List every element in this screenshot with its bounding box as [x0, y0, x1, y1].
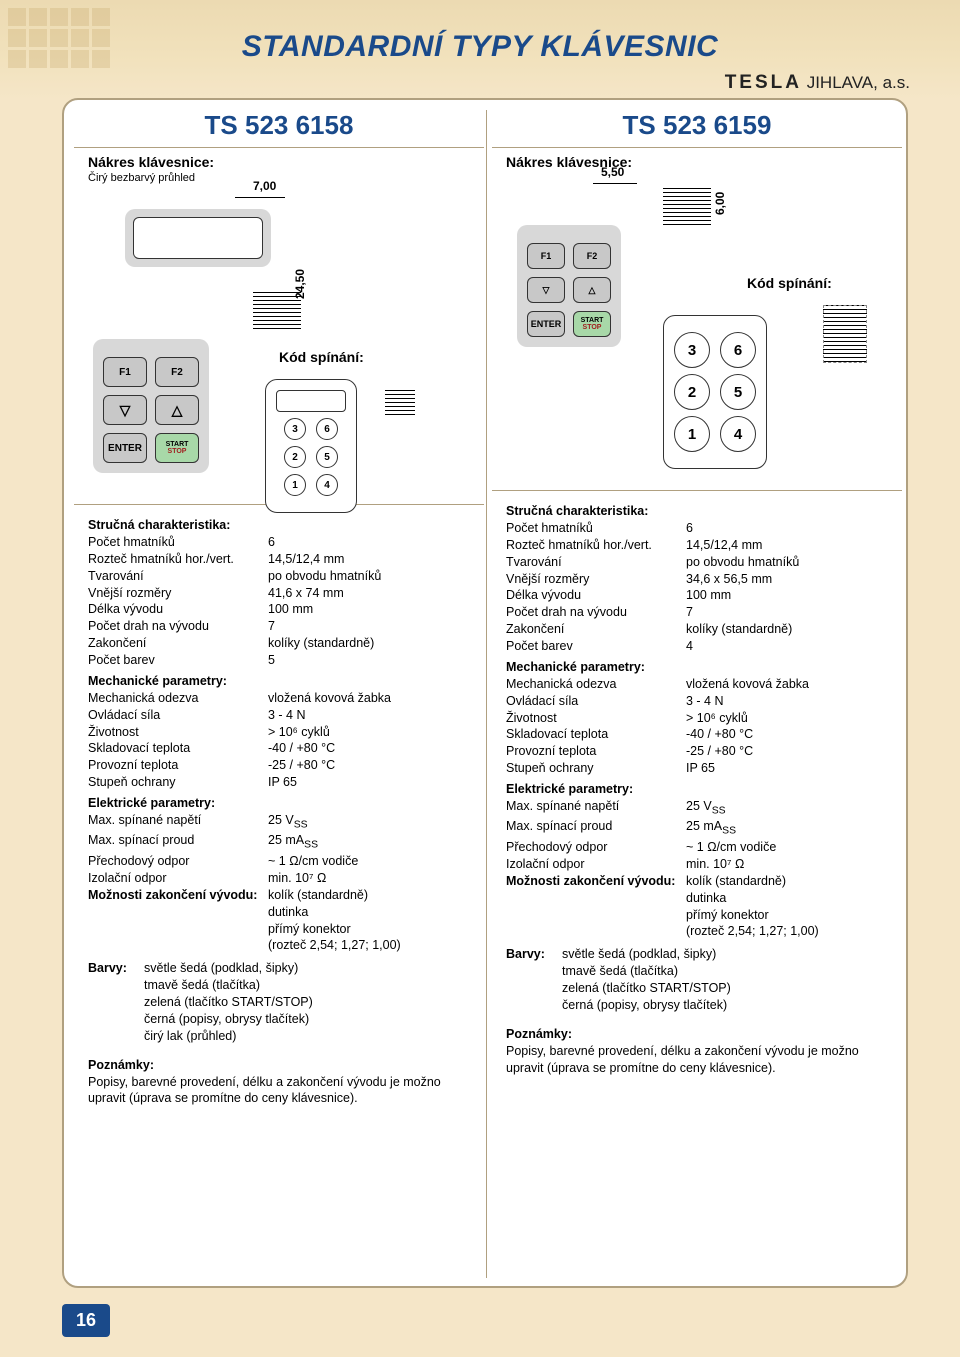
- brand-line: TESLA JIHLAVA, a.s.: [0, 72, 910, 94]
- page-number: 16: [62, 1304, 110, 1337]
- main-frame: TS 523 6158 Nákres klávesnice: Čirý bezb…: [62, 98, 908, 1288]
- btn-startstop-r: START STOP: [573, 311, 611, 337]
- btn-f2-r: F2: [573, 243, 611, 269]
- code-lcd: [276, 390, 346, 412]
- btn-f2: F2: [155, 357, 199, 387]
- code-panel-left: 36 25 14: [265, 379, 357, 513]
- hr-right-2: [492, 490, 902, 491]
- dim-width-right: 5,50: [593, 179, 637, 189]
- btn-up-r: △: [573, 277, 611, 303]
- hr-right-1: [492, 147, 902, 148]
- code-btn-2-r: 2: [674, 374, 710, 410]
- hatch-left-2: [385, 389, 415, 415]
- code-btn-2: 2: [284, 446, 306, 468]
- brand-name: TESLA: [725, 72, 802, 93]
- model-title-right: TS 523 6159: [492, 110, 902, 141]
- hatch-left-1: [253, 289, 301, 329]
- code-btn-4: 4: [316, 474, 338, 496]
- btn-down-arrow: ▽: [103, 395, 147, 425]
- btn-f1-r: F1: [527, 243, 565, 269]
- brand-suffix: JIHLAVA, a.s.: [807, 73, 910, 92]
- diagram-right: 5,50 6,00 F1 F2 ▽ △ ENTER START STOP: [502, 174, 892, 484]
- code-btn-6: 6: [316, 418, 338, 440]
- btn-down-r: ▽: [527, 277, 565, 303]
- hr-left-1: [74, 147, 484, 148]
- nakres-label-right: Nákres klávesnice:: [506, 154, 902, 170]
- code-btn-4-r: 4: [720, 416, 756, 452]
- code-btn-1: 1: [284, 474, 306, 496]
- view-note-left: Čirý bezbarvý průhled: [88, 172, 484, 184]
- specs-left: Stručná charakteristika:Počet hmatníků6R…: [74, 511, 484, 1107]
- left-column: TS 523 6158 Nákres klávesnice: Čirý bezb…: [74, 108, 484, 1278]
- hatch-right-1: [663, 185, 711, 225]
- column-separator: [486, 110, 487, 1278]
- code-btn-3-r: 3: [674, 332, 710, 368]
- btn-enter: ENTER: [103, 433, 147, 463]
- btn-start-stop: START STOP: [155, 433, 199, 463]
- dim-width-left: 7,00: [235, 193, 285, 203]
- diagram-left: 7,00 24,50 F1 F2 ▽ △ ENTER START STOP: [84, 188, 474, 498]
- code-btn-5-r: 5: [720, 374, 756, 410]
- keypad-left: F1 F2 ▽ △ ENTER START STOP: [93, 339, 209, 473]
- btn-enter-r: ENTER: [527, 311, 565, 337]
- kod-label-left: Kód spínání:: [279, 349, 364, 365]
- hatch-right-2: [823, 305, 867, 363]
- nakres-label-left: Nákres klávesnice:: [88, 154, 484, 170]
- dim-height-right: 6,00: [713, 192, 727, 215]
- btn-f1: F1: [103, 357, 147, 387]
- model-title-left: TS 523 6158: [74, 110, 484, 141]
- code-btn-5: 5: [316, 446, 338, 468]
- keypad-right: F1 F2 ▽ △ ENTER START STOP: [517, 225, 621, 347]
- code-btn-6-r: 6: [720, 332, 756, 368]
- code-btn-3: 3: [284, 418, 306, 440]
- keypad-lcd-left: [125, 209, 271, 267]
- code-btn-1-r: 1: [674, 416, 710, 452]
- btn-up-arrow: △: [155, 395, 199, 425]
- kod-label-right: Kód spínání:: [747, 275, 832, 291]
- code-panel-right: 36 25 14: [663, 315, 767, 469]
- lcd-window: [133, 217, 263, 259]
- right-column: TS 523 6159 Nákres klávesnice: 5,50 6,00…: [492, 108, 902, 1278]
- specs-right: Stručná charakteristika:Počet hmatníků6R…: [492, 497, 902, 1076]
- page-title: STANDARDNÍ TYPY KLÁVESNIC: [0, 30, 960, 64]
